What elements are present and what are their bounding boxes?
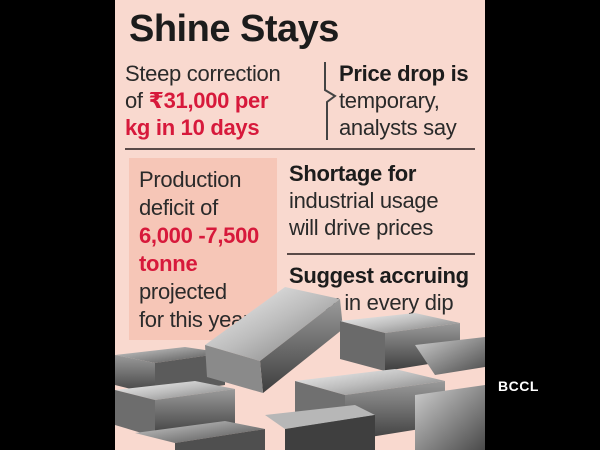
accrue-heading: Suggest accruing	[289, 263, 469, 288]
zigzag-divider	[324, 62, 337, 140]
correction-prefix: of	[125, 88, 149, 113]
deficit-line-1: Production	[139, 167, 242, 192]
shortage-line-3: will drive prices	[289, 215, 434, 240]
price-drop-text: Price drop is temporary, analysts say	[339, 60, 485, 141]
correction-period: kg in 10 days	[125, 115, 260, 140]
divider-line-mid	[287, 253, 475, 255]
correction-amount: ₹31,000 per	[148, 88, 269, 113]
shortage-line-2: industrial usage	[289, 188, 439, 213]
infographic-title: Shine Stays	[129, 8, 339, 50]
infographic-panel: Shine Stays Steep correction of ₹31,000 …	[115, 0, 485, 450]
deficit-unit: tonne	[139, 251, 198, 276]
silver-bars-image	[115, 287, 485, 450]
shortage-heading: Shortage for	[289, 161, 417, 186]
shortage-text: Shortage for industrial usage will drive…	[289, 160, 485, 241]
price-drop-line-3: analysts say	[339, 115, 457, 140]
correction-line-2: of ₹31,000 per	[125, 87, 315, 114]
deficit-text: Production deficit of 6,000 -7,500 tonne…	[139, 166, 279, 334]
price-drop-line-2: temporary,	[339, 88, 440, 113]
price-drop-heading: Price drop is	[339, 61, 469, 86]
deficit-line-5: projected	[139, 279, 227, 304]
correction-line-1: Steep correction	[125, 61, 281, 86]
correction-text: Steep correction of ₹31,000 per kg in 10…	[125, 60, 315, 141]
photo-credit: BCCL	[498, 378, 539, 394]
divider-line-top	[125, 148, 475, 150]
deficit-box: Production deficit of 6,000 -7,500 tonne…	[129, 158, 277, 340]
deficit-range: 6,000 -7,500	[139, 223, 259, 248]
deficit-line-2: deficit of	[139, 195, 218, 220]
